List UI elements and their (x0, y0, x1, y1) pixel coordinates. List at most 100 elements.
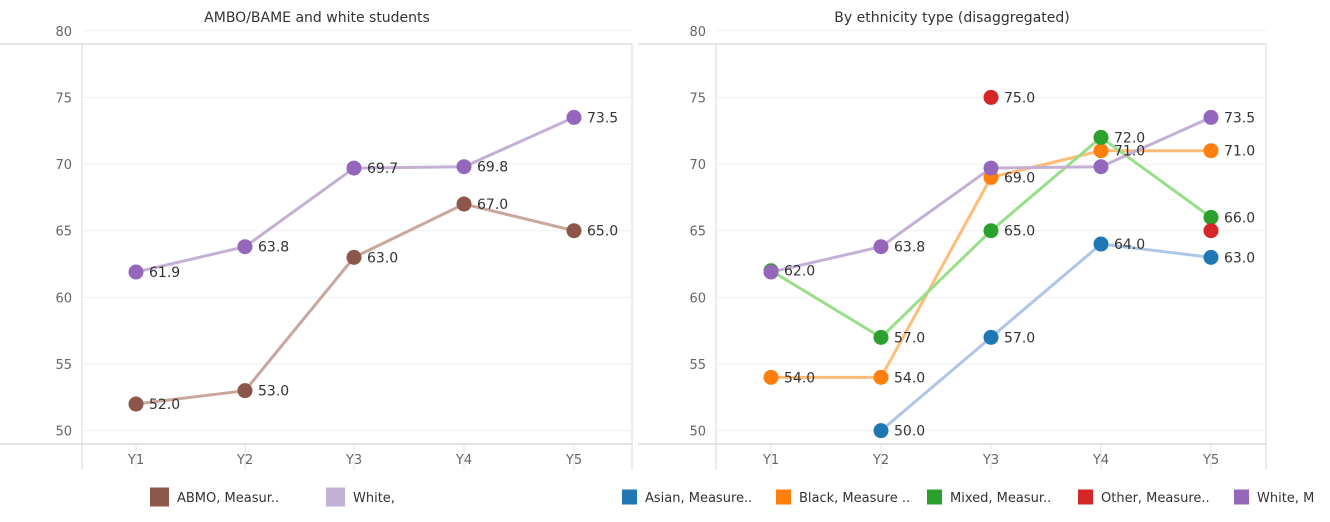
data-labels: 50.0 57.0 64.0 63.0 54.0 54.0 69.0 71.0 71.0 62.0… (784, 90, 1255, 439)
data-label: 63.0 (1224, 250, 1255, 266)
data-label: 69.7 (367, 161, 398, 177)
data-point[interactable] (129, 397, 144, 412)
data-label: 66.0 (1224, 210, 1255, 226)
data-point[interactable] (567, 223, 582, 238)
y-tick-label: 55 (689, 358, 706, 373)
series-points (129, 110, 582, 412)
data-label: 73.5 (587, 110, 618, 126)
x-tick-label: Y2 (236, 453, 253, 468)
data-point[interactable] (1094, 237, 1109, 252)
data-label: 54.0 (784, 370, 815, 386)
data-point[interactable] (1094, 159, 1109, 174)
legend: Asian, Measure.. Black, Measure .. Mixed, … (622, 490, 1314, 507)
data-point[interactable] (764, 265, 779, 280)
series-points (764, 90, 1219, 438)
data-label: 62.0 (784, 264, 815, 280)
data-point[interactable] (567, 110, 582, 125)
data-point[interactable] (457, 159, 472, 174)
data-point[interactable] (1094, 143, 1109, 158)
legend-swatch[interactable] (622, 490, 637, 505)
x-tick-label: Y4 (1092, 453, 1109, 468)
data-point[interactable] (984, 223, 999, 238)
legend-swatch[interactable] (1078, 490, 1093, 505)
data-point[interactable] (764, 370, 779, 385)
y-tick-label: 70 (689, 158, 706, 173)
data-point[interactable] (1204, 210, 1219, 225)
legend-label[interactable]: Other, Measure.. (1101, 491, 1210, 506)
data-label: 64.0 (1114, 237, 1145, 253)
series-line (881, 244, 1211, 431)
y-tick-label: 60 (55, 291, 72, 306)
legend-label[interactable]: Asian, Measure.. (645, 491, 752, 506)
data-label: 67.0 (477, 197, 508, 213)
data-point[interactable] (874, 330, 889, 345)
data-label: 69.8 (477, 160, 508, 176)
data-point[interactable] (238, 383, 253, 398)
data-label: 57.0 (894, 330, 925, 346)
y-tick-label: 80 (55, 25, 72, 40)
data-label: 50.0 (894, 424, 925, 440)
legend-swatch[interactable] (150, 488, 169, 507)
data-point[interactable] (1204, 223, 1219, 238)
data-label: 65.0 (1004, 224, 1035, 240)
data-label: 73.5 (1224, 110, 1255, 126)
legend-label[interactable]: White, M (1257, 491, 1314, 506)
data-label: 57.0 (1004, 330, 1035, 346)
y-tick-label: 55 (55, 358, 72, 373)
chart-panel-2: By ethnicity type (disaggregated) 50 55 60 6… (622, 10, 1314, 506)
legend-label[interactable]: ABMO, Measur.. (177, 491, 279, 506)
data-point[interactable] (1204, 110, 1219, 125)
data-point[interactable] (347, 250, 362, 265)
y-tick-label: 50 (689, 425, 706, 440)
data-point[interactable] (874, 370, 889, 385)
chart-title: AMBO/BAME and white students (204, 10, 430, 26)
data-labels: 52.0 53.0 63.0 67.0 65.0 61.9 63.8 69.7 69.8 73.5 (149, 110, 618, 413)
data-point[interactable] (984, 330, 999, 345)
y-tick-label: 65 (689, 225, 706, 240)
data-label: 65.0 (587, 224, 618, 240)
data-point[interactable] (1204, 143, 1219, 158)
y-tick-label: 75 (689, 91, 706, 106)
data-point[interactable] (874, 423, 889, 438)
data-point[interactable] (1094, 130, 1109, 145)
y-tick-label: 80 (689, 25, 706, 40)
x-tick-label: Y2 (872, 453, 889, 468)
series-line (136, 117, 574, 272)
x-tick-label: Y1 (127, 453, 144, 468)
x-tick-label: Y5 (565, 453, 582, 468)
x-tick-label: Y3 (345, 453, 362, 468)
legend-swatch[interactable] (326, 488, 345, 507)
data-label: 72.0 (1114, 130, 1145, 146)
y-tick-label: 50 (55, 425, 72, 440)
legend-swatch[interactable] (1234, 490, 1249, 505)
data-point[interactable] (984, 161, 999, 176)
data-point[interactable] (1204, 250, 1219, 265)
series-line (136, 204, 574, 404)
data-label: 63.0 (367, 250, 398, 266)
data-label: 71.0 (1224, 144, 1255, 160)
legend-label[interactable]: Mixed, Measur.. (950, 491, 1051, 506)
y-tick-label: 60 (689, 291, 706, 306)
y-tick-label: 70 (55, 158, 72, 173)
legend-label[interactable]: White, (353, 491, 395, 506)
x-tick-label: Y5 (1202, 453, 1219, 468)
x-tick-label: Y4 (455, 453, 472, 468)
legend-swatch[interactable] (776, 490, 791, 505)
legend-swatch[interactable] (927, 490, 942, 505)
data-label: 63.8 (894, 240, 925, 256)
data-point[interactable] (457, 197, 472, 212)
data-label: 61.9 (149, 265, 180, 281)
data-label: 53.0 (258, 384, 289, 400)
legend-label[interactable]: Black, Measure .. (799, 491, 910, 506)
x-tick-label: Y1 (762, 453, 779, 468)
data-point[interactable] (238, 239, 253, 254)
chart-title: By ethnicity type (disaggregated) (834, 10, 1069, 26)
y-tick-label: 75 (55, 91, 72, 106)
data-label: 75.0 (1004, 90, 1035, 106)
data-point[interactable] (984, 90, 999, 105)
data-point[interactable] (874, 239, 889, 254)
data-label: 52.0 (149, 397, 180, 413)
data-point[interactable] (129, 265, 144, 280)
data-point[interactable] (347, 161, 362, 176)
